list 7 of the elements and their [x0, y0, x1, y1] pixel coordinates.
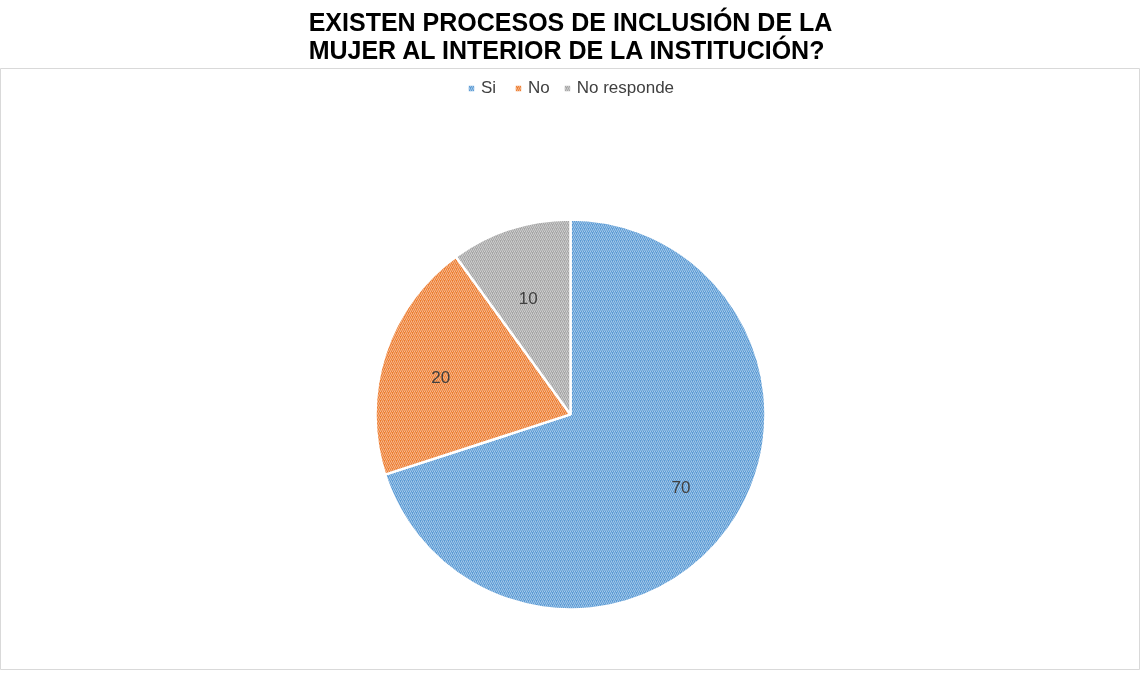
data-label: 70 — [671, 477, 691, 497]
legend-label: No — [527, 78, 550, 98]
data-label: 10 — [518, 288, 538, 308]
data-label: 20 — [431, 367, 451, 387]
legend-label: Si — [480, 78, 498, 98]
chart-title: EXISTEN PROCESOS DE INCLUSIÓN DE LA MUJER AL INTERIOR DE LA INSTITUCIÓN? — [308, 6, 833, 64]
legend-label: No responde — [576, 78, 675, 98]
